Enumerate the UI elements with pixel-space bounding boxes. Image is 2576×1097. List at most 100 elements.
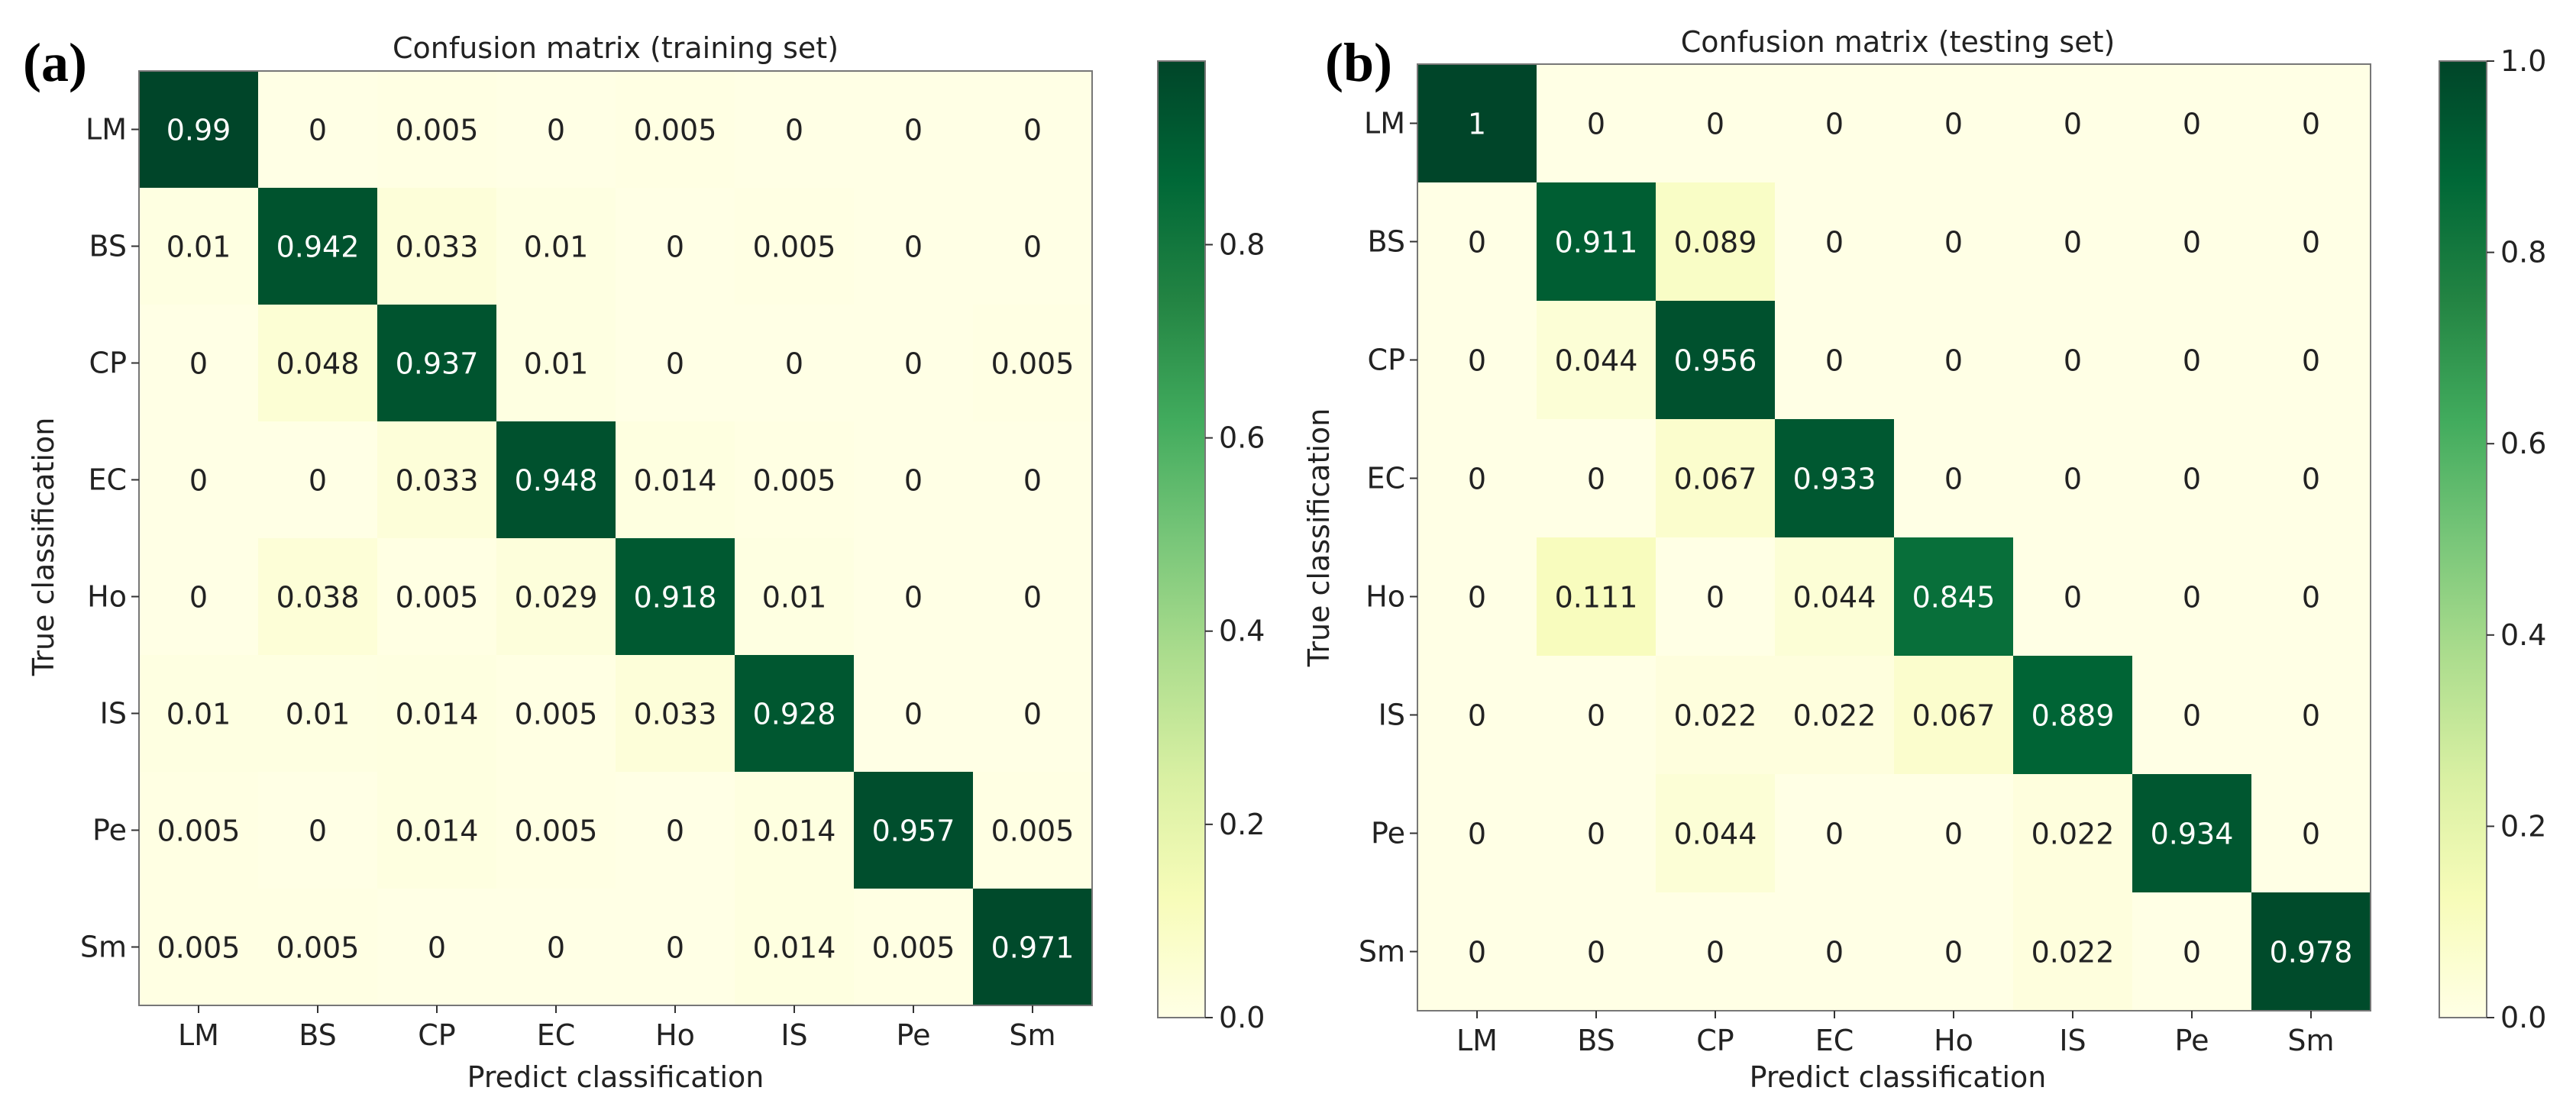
heatmap-cell: [2013, 301, 2132, 419]
cell-value-label: 0: [2302, 699, 2320, 733]
heatmap-cell: [616, 538, 735, 655]
heatmap-cell: [973, 421, 1092, 538]
heatmap-cell: [496, 772, 616, 889]
cell-value-label: 0: [1706, 581, 1724, 615]
heatmap-cell: [2132, 182, 2251, 301]
cell-value-label: 0.033: [634, 698, 717, 731]
cell-value-label: 0: [1468, 463, 1486, 496]
cell-value-label: 0: [1587, 108, 1605, 141]
heatmap-cell: [2132, 301, 2251, 419]
cell-value-label: 0.937: [396, 347, 479, 381]
cell-value-label: 0.005: [276, 931, 360, 965]
cell-value-label: 0: [1468, 226, 1486, 260]
heatmap-cell: [2013, 537, 2132, 656]
heatmap-cell: [1656, 774, 1775, 892]
heatmap-cell: [2251, 656, 2371, 774]
cell-value-label: 1: [1468, 108, 1486, 141]
x-tick-labels: LM BS CP EC Ho IS Pe Sm: [178, 1005, 1056, 1052]
heatmap-cell: [2132, 892, 2251, 1011]
cell-value-label: 0.889: [2031, 699, 2115, 733]
panel-a-label: (a): [23, 32, 87, 93]
cell-value-label: 0: [1944, 936, 1963, 970]
cell-value-label: 0: [2183, 226, 2201, 260]
cell-value-label: 0: [2064, 581, 2082, 615]
cell-value-label: 0: [904, 114, 923, 147]
heatmap-cell: [2251, 64, 2371, 182]
cell-value-label: 0.022: [2031, 936, 2115, 970]
heatmap-cell: [2251, 537, 2371, 656]
cell-value-label: 0: [189, 347, 208, 381]
cell-value-label: 0: [1468, 699, 1486, 733]
cell-value-label: 0.067: [1674, 463, 1757, 496]
heatmap-cell: [735, 421, 854, 538]
y-tick-label: IS: [100, 697, 127, 731]
cell-value-label: 0.029: [515, 581, 598, 615]
cell-value-label: 0: [1825, 226, 1844, 260]
cell-value-label: 0: [1587, 936, 1605, 970]
heatmap-cell: [735, 188, 854, 305]
heatmap-cell: [616, 772, 735, 889]
heatmap-cell: [1537, 64, 1656, 182]
heatmap-cell: [1894, 656, 2013, 774]
x-tick-label: Pe: [2175, 1024, 2209, 1057]
heatmap-cell: [258, 421, 377, 538]
heatmap-cell: [854, 889, 973, 1005]
heatmap-cell: [2132, 64, 2251, 182]
heatmap-cell: [1894, 419, 2013, 537]
cell-value-label: 0: [666, 931, 684, 965]
y-tick-label: CP: [89, 347, 127, 380]
heatmap-cell: [735, 655, 854, 772]
heatmap-cell: [496, 889, 616, 1005]
cell-value-label: 0.014: [753, 931, 836, 965]
cell-value-label: 0.845: [1912, 581, 1996, 615]
heatmap-cell: [139, 188, 258, 305]
heatmap-cell: [854, 655, 973, 772]
cell-value-label: 0.971: [991, 931, 1075, 965]
heatmap-cell: [2251, 892, 2371, 1011]
heatmap-cell: [377, 538, 496, 655]
cell-value-label: 0.01: [524, 231, 589, 264]
heatmap-cell: [2013, 656, 2132, 774]
heatmap-cell: [854, 305, 973, 421]
heatmap-cell: [1656, 537, 1775, 656]
heatmap-cell: [496, 71, 616, 188]
cell-value-label: 0.005: [157, 815, 241, 848]
y-tick-label: Ho: [1366, 580, 1405, 614]
cell-value-label: 0: [1825, 108, 1844, 141]
cell-value-label: 0.01: [762, 581, 827, 615]
colorbar-tick-label: 0.6: [2500, 427, 2546, 460]
cell-value-label: 0.067: [1912, 699, 1996, 733]
heatmap-cell: [1894, 774, 2013, 892]
cell-value-label: 0.005: [991, 347, 1075, 381]
cell-value-label: 0: [428, 931, 446, 965]
colorbar-tick-label: 0.2: [1219, 808, 1265, 841]
heatmap-cell: [854, 188, 973, 305]
cell-value-label: 0: [1706, 936, 1724, 970]
x-tick-label: Sm: [1009, 1018, 1055, 1052]
plot-frame: [138, 70, 1093, 1006]
heatmap-cell: [377, 655, 496, 772]
x-tick-label: BS: [1577, 1024, 1615, 1057]
cell-value-label: 0.089: [1674, 226, 1757, 260]
heatmap-cell: [1775, 537, 1894, 656]
heatmap-cell: [1656, 892, 1775, 1011]
cell-value-label: 0: [904, 464, 923, 498]
heatmap-cell: [2132, 419, 2251, 537]
y-tick-labels: LM BS CP EC Ho IS Pe Sm: [80, 113, 139, 964]
cell-value-label: 0: [904, 231, 923, 264]
cell-value-label: 0: [2064, 108, 2082, 141]
heatmap-cell: [854, 538, 973, 655]
heatmap-cell: [735, 305, 854, 421]
cell-value-label: 0: [666, 231, 684, 264]
cell-value-label: 0: [1825, 818, 1844, 851]
heatmap-cell: [139, 889, 258, 1005]
cell-value-label: 0: [1587, 463, 1605, 496]
cell-value-label: 0: [2302, 463, 2320, 496]
x-tick-label: CP: [418, 1018, 455, 1052]
cell-value-label: 0.022: [1793, 699, 1876, 733]
cell-value-label: 0: [666, 815, 684, 848]
heatmap-cell: [377, 305, 496, 421]
y-tick-label: Pe: [1371, 817, 1405, 850]
cell-value-label: 0.111: [1555, 581, 1638, 615]
heatmap-cell: [1417, 301, 1537, 419]
